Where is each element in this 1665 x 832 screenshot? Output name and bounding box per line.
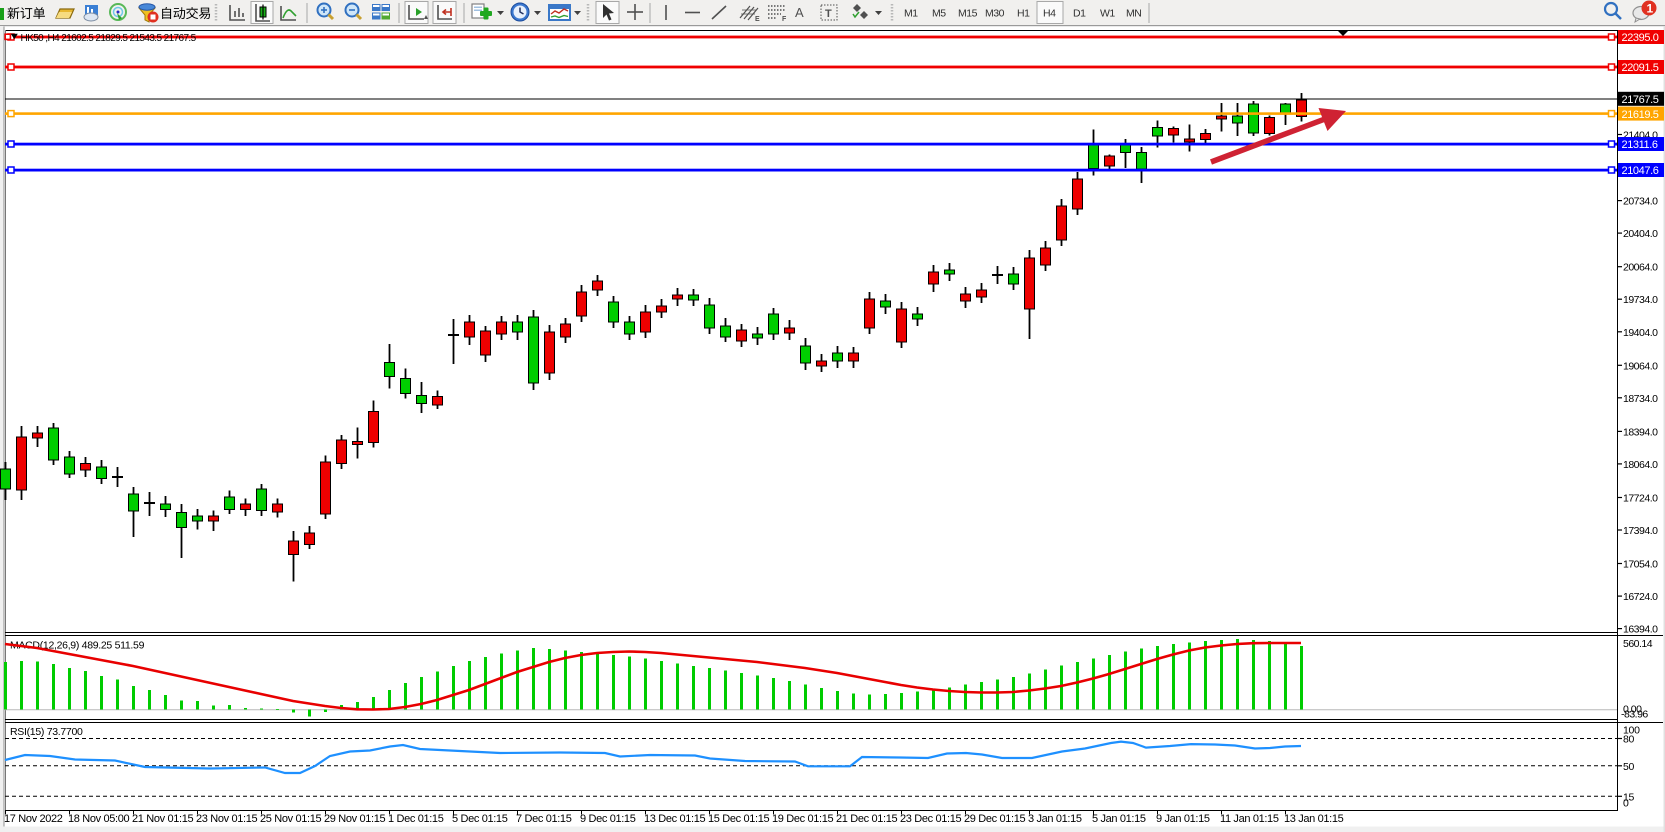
svg-text:1 Dec 01:15: 1 Dec 01:15	[388, 813, 444, 825]
svg-text:19064.0: 19064.0	[1623, 360, 1658, 372]
svg-text:3 Jan 01:15: 3 Jan 01:15	[1028, 813, 1082, 825]
svg-text:7 Dec 01:15: 7 Dec 01:15	[516, 813, 572, 825]
svg-text:29 Nov 01:15: 29 Nov 01:15	[324, 813, 385, 825]
svg-text:E: E	[755, 16, 760, 23]
svg-text:80: 80	[1623, 734, 1635, 746]
svg-text:18734.0: 18734.0	[1623, 393, 1658, 405]
svg-text:21 Dec 01:15: 21 Dec 01:15	[836, 813, 897, 825]
svg-text:MACD(12,26,9) 489.25 511.59: MACD(12,26,9) 489.25 511.59	[10, 640, 145, 652]
svg-text:100: 100	[1623, 725, 1640, 737]
svg-text:HK50 ,H4 21602.5 21829.5 2154: HK50 ,H4 21602.5 21829.5 21543.5 21767.5	[21, 33, 197, 44]
svg-text:17 Nov 2022: 17 Nov 2022	[4, 813, 63, 825]
svg-text:RSI(15) 73.7700: RSI(15) 73.7700	[10, 726, 83, 738]
svg-text:18 Nov 05:00: 18 Nov 05:00	[68, 813, 129, 825]
svg-text:22091.5: 22091.5	[1622, 62, 1659, 74]
svg-text:W1: W1	[1100, 8, 1115, 20]
svg-text:15: 15	[1623, 791, 1635, 803]
svg-text:21619.5: 21619.5	[1622, 109, 1659, 121]
svg-text:D1: D1	[1073, 8, 1086, 20]
svg-text:20404.0: 20404.0	[1623, 228, 1658, 240]
svg-text:19734.0: 19734.0	[1623, 294, 1658, 306]
svg-text:19404.0: 19404.0	[1623, 327, 1658, 339]
svg-text:560.14: 560.14	[1623, 638, 1653, 650]
svg-text:MN: MN	[1126, 8, 1141, 20]
svg-text:H1: H1	[1017, 8, 1030, 20]
svg-text:20734.0: 20734.0	[1623, 196, 1658, 208]
svg-text:16394.0: 16394.0	[1623, 624, 1658, 636]
svg-text:M30: M30	[985, 8, 1005, 20]
svg-text:0.00: 0.00	[1623, 704, 1642, 716]
svg-text:18394.0: 18394.0	[1623, 426, 1658, 438]
svg-text:17724.0: 17724.0	[1623, 493, 1658, 505]
svg-text:9 Dec 01:15: 9 Dec 01:15	[580, 813, 636, 825]
svg-text:T: T	[825, 8, 832, 20]
svg-text:25 Nov 01:15: 25 Nov 01:15	[260, 813, 321, 825]
svg-text:H4: H4	[1043, 8, 1056, 20]
svg-text:13 Jan 01:15: 13 Jan 01:15	[1284, 813, 1344, 825]
svg-text:23 Nov 01:15: 23 Nov 01:15	[196, 813, 257, 825]
svg-text:50: 50	[1623, 761, 1635, 773]
svg-text:M15: M15	[958, 8, 978, 20]
svg-text:15 Dec 01:15: 15 Dec 01:15	[708, 813, 769, 825]
svg-text:M5: M5	[932, 8, 946, 20]
svg-text:5 Jan 01:15: 5 Jan 01:15	[1092, 813, 1146, 825]
svg-text:17394.0: 17394.0	[1623, 525, 1658, 537]
svg-text:11 Jan 01:15: 11 Jan 01:15	[1220, 813, 1279, 825]
svg-text:21047.6: 21047.6	[1622, 165, 1659, 177]
svg-text:17054.0: 17054.0	[1623, 559, 1658, 571]
svg-text:F: F	[782, 16, 787, 23]
svg-text:21 Nov 01:15: 21 Nov 01:15	[132, 813, 193, 825]
svg-text:21311.6: 21311.6	[1622, 139, 1658, 151]
svg-text:29 Dec 01:15: 29 Dec 01:15	[964, 813, 1025, 825]
svg-text:0: 0	[1623, 798, 1629, 810]
svg-text:M1: M1	[904, 8, 918, 20]
svg-text:18064.0: 18064.0	[1623, 459, 1658, 471]
svg-text:13 Dec 01:15: 13 Dec 01:15	[644, 813, 705, 825]
svg-text:21767.5: 21767.5	[1622, 94, 1659, 106]
svg-text:A: A	[795, 5, 804, 20]
svg-text:-83.96: -83.96	[1621, 709, 1648, 721]
svg-text:23 Dec 01:15: 23 Dec 01:15	[900, 813, 961, 825]
svg-text:22395.0: 22395.0	[1622, 32, 1659, 44]
svg-text:20064.0: 20064.0	[1623, 262, 1658, 274]
svg-text:1: 1	[1647, 2, 1654, 16]
svg-text:19 Dec 01:15: 19 Dec 01:15	[772, 813, 833, 825]
svg-text:16724.0: 16724.0	[1623, 591, 1658, 603]
svg-text:9 Jan 01:15: 9 Jan 01:15	[1156, 813, 1210, 825]
svg-text:5 Dec 01:15: 5 Dec 01:15	[452, 813, 508, 825]
